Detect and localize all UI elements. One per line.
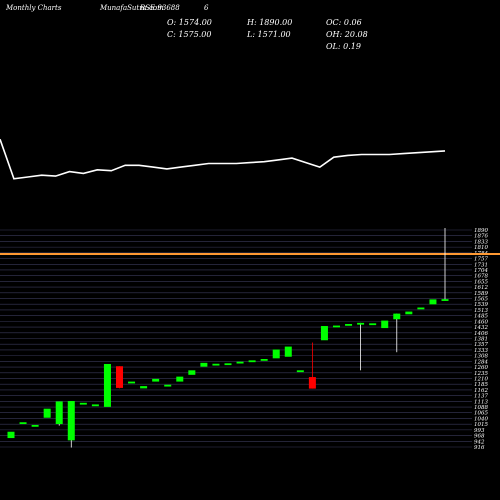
candle-body: [345, 323, 353, 326]
y-tick-label: 1432: [474, 325, 488, 331]
y-tick-label: 1260: [474, 365, 488, 371]
y-tick-label: 1731: [474, 262, 488, 268]
ohlc-oh: OH: 20.08: [326, 30, 368, 39]
candle-body: [260, 359, 268, 361]
ohlc-ol: OL: 0.19: [326, 42, 361, 51]
candle-body: [284, 346, 292, 357]
candle-body: [67, 401, 75, 441]
candle-body: [272, 349, 280, 359]
ohlc-oc: OC: 0.06: [326, 18, 362, 27]
candle-body: [320, 326, 328, 341]
candle-body: [357, 322, 365, 325]
y-tick-label: 1876: [474, 234, 488, 240]
y-tick-label: 1357: [474, 342, 488, 348]
y-tick-label: 1810: [474, 245, 488, 251]
candle-body: [333, 325, 340, 328]
y-tick-label: 1757: [474, 257, 488, 263]
symbol-extra: 6: [204, 4, 209, 12]
y-tick-label: 1678: [474, 274, 488, 280]
y-tick-label: 1485: [474, 314, 488, 320]
candle-body: [248, 360, 256, 363]
candle-body: [7, 431, 15, 439]
y-tick-label: 1113: [474, 399, 488, 405]
ohlc-low: L: 1571.00: [247, 30, 291, 39]
candle-body: [296, 370, 304, 373]
y-tick-label: 1539: [474, 302, 488, 308]
candle-body: [429, 299, 437, 305]
candle-body: [308, 377, 316, 389]
y-tick-label: 1015: [474, 422, 488, 428]
y-tick-label: 968: [474, 434, 485, 440]
ohlc-close: C: 1575.00: [167, 30, 212, 39]
candle-body: [19, 422, 27, 425]
y-tick-label: 1406: [474, 331, 488, 337]
candle-body: [43, 408, 51, 418]
candle-body: [128, 381, 136, 384]
y-tick-label: 1210: [474, 376, 488, 382]
candle-body: [236, 361, 244, 364]
candle-body: [79, 402, 87, 405]
y-tick-label: 1040: [474, 416, 488, 422]
y-tick-label: 942: [474, 439, 485, 445]
candle-body: [116, 366, 123, 388]
y-tick-label: 916: [474, 445, 485, 451]
y-tick-label: 993: [474, 428, 485, 434]
candle-body: [381, 320, 389, 329]
candle-body: [176, 376, 184, 382]
candle-body: [212, 363, 220, 366]
y-tick-label: 1308: [474, 354, 488, 360]
ohlc-open: O: 1574.00: [167, 18, 212, 27]
y-tick-label: 1137: [474, 394, 488, 400]
y-tick-label: 1162: [474, 388, 488, 394]
y-tick-label: 1890: [474, 228, 488, 234]
y-tick-label: 1513: [474, 308, 488, 314]
y-tick-label: 1333: [474, 348, 488, 354]
y-tick-label: 1088: [474, 405, 488, 411]
y-tick-label: 1655: [474, 279, 488, 285]
y-tick-label: 1612: [474, 285, 488, 291]
candle-body: [224, 363, 232, 366]
symbol-site: MunafaSutra.com: [100, 4, 164, 12]
candle-body: [55, 401, 63, 425]
y-tick-label: 1185: [474, 382, 488, 388]
candle-body: [441, 299, 449, 301]
candle-body: [91, 404, 99, 407]
y-tick-label: 1833: [474, 239, 488, 245]
symbol-code: BSE:93688: [140, 4, 180, 12]
y-tick-label: 1704: [474, 268, 488, 274]
ohlc-high: H: 1890.00: [247, 18, 293, 27]
y-tick-label: 1381: [474, 337, 488, 343]
y-tick-label: 1589: [474, 291, 488, 297]
candle-body: [393, 313, 401, 320]
candle-body: [164, 384, 172, 387]
y-tick-label: 1235: [474, 371, 488, 377]
candle-body: [188, 370, 196, 375]
y-tick-label: 1065: [474, 411, 488, 417]
candle-body: [140, 386, 148, 389]
candle-body: [200, 362, 208, 367]
candle-body: [152, 378, 160, 382]
y-tick-label: 1284: [474, 359, 488, 365]
candle-body: [31, 424, 39, 427]
candle-body: [405, 311, 413, 315]
candle-body: [103, 363, 111, 407]
y-tick-label: 1460: [474, 319, 488, 325]
candle-body: [417, 307, 425, 310]
indicator-line: [0, 138, 446, 180]
candle-body: [369, 323, 377, 326]
y-tick-label: 1565: [474, 297, 488, 303]
chart-title: Monthly Charts: [6, 4, 62, 12]
